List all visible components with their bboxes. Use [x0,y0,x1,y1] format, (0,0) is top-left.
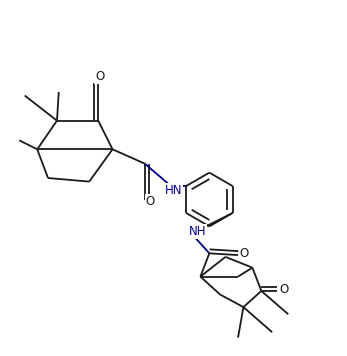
Text: NH: NH [189,225,206,238]
Text: O: O [279,283,289,295]
Text: O: O [240,247,249,260]
Text: O: O [146,195,155,208]
Text: O: O [95,70,104,83]
Text: HN: HN [165,184,182,197]
